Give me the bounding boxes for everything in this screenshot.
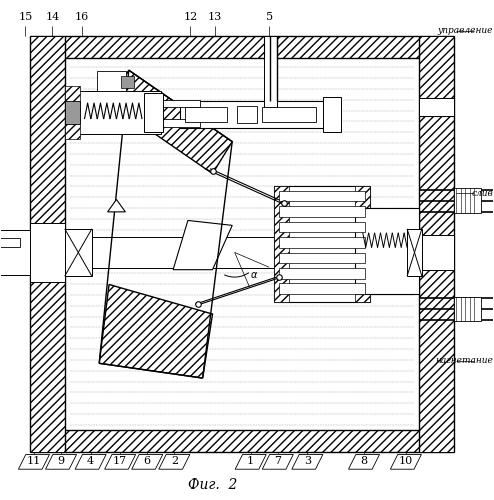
Polygon shape xyxy=(235,454,266,469)
Bar xyxy=(279,252,365,264)
Polygon shape xyxy=(75,454,106,469)
Bar xyxy=(355,208,419,294)
Text: 8: 8 xyxy=(361,456,368,466)
Bar xyxy=(185,106,227,122)
Polygon shape xyxy=(99,284,212,378)
Text: слив: слив xyxy=(472,189,494,198)
Text: 6: 6 xyxy=(144,456,151,466)
Polygon shape xyxy=(348,454,379,469)
Bar xyxy=(422,235,454,270)
Text: 11: 11 xyxy=(27,456,41,466)
Bar xyxy=(279,190,365,202)
Bar xyxy=(65,100,80,124)
Text: 15: 15 xyxy=(18,12,33,22)
Polygon shape xyxy=(109,70,232,174)
Bar xyxy=(454,297,481,322)
Polygon shape xyxy=(159,454,190,469)
Bar xyxy=(279,268,365,279)
Polygon shape xyxy=(45,454,77,469)
Bar xyxy=(279,284,365,294)
Bar xyxy=(237,106,257,124)
Polygon shape xyxy=(30,36,454,58)
Polygon shape xyxy=(30,430,454,452)
Text: 2: 2 xyxy=(171,456,178,466)
Bar xyxy=(0,230,30,274)
Bar xyxy=(144,94,163,132)
Polygon shape xyxy=(355,186,370,302)
Bar xyxy=(279,206,365,217)
Polygon shape xyxy=(274,186,289,302)
Bar xyxy=(97,71,126,91)
Polygon shape xyxy=(390,454,421,469)
Polygon shape xyxy=(292,454,323,469)
Text: 9: 9 xyxy=(57,456,65,466)
Polygon shape xyxy=(65,86,80,139)
Text: 1: 1 xyxy=(247,456,254,466)
Bar xyxy=(65,58,419,430)
Bar xyxy=(264,36,277,107)
Polygon shape xyxy=(419,36,454,452)
Polygon shape xyxy=(18,454,49,469)
Bar xyxy=(324,97,340,132)
Polygon shape xyxy=(108,200,125,212)
Text: 17: 17 xyxy=(113,456,127,466)
Text: 4: 4 xyxy=(87,456,94,466)
Bar xyxy=(407,229,422,276)
Polygon shape xyxy=(30,36,65,452)
Text: Фиг.  2: Фиг. 2 xyxy=(188,478,237,492)
Bar xyxy=(0,238,20,246)
Bar xyxy=(156,100,200,107)
Text: 7: 7 xyxy=(274,456,281,466)
Bar xyxy=(122,76,134,88)
Text: 3: 3 xyxy=(304,456,311,466)
Bar xyxy=(77,91,161,134)
Text: 5: 5 xyxy=(266,12,273,22)
Polygon shape xyxy=(132,454,163,469)
Bar xyxy=(180,100,338,128)
Text: нагнетание: нагнетание xyxy=(435,356,494,366)
Text: 14: 14 xyxy=(45,12,60,22)
Bar xyxy=(279,222,365,232)
Text: 12: 12 xyxy=(183,12,198,22)
Polygon shape xyxy=(105,454,136,469)
Bar xyxy=(262,106,316,122)
Bar xyxy=(454,188,481,213)
Bar xyxy=(274,186,370,302)
Text: 10: 10 xyxy=(399,456,413,466)
Polygon shape xyxy=(262,454,293,469)
Bar xyxy=(92,236,333,268)
Text: 16: 16 xyxy=(75,12,89,22)
Text: управление: управление xyxy=(438,26,494,36)
Polygon shape xyxy=(173,220,232,270)
Text: 13: 13 xyxy=(208,12,222,22)
Bar xyxy=(419,98,454,116)
Bar xyxy=(30,223,65,282)
Bar xyxy=(279,237,365,248)
Bar xyxy=(65,229,92,276)
Bar xyxy=(156,120,200,127)
Text: $\alpha$: $\alpha$ xyxy=(250,270,258,280)
